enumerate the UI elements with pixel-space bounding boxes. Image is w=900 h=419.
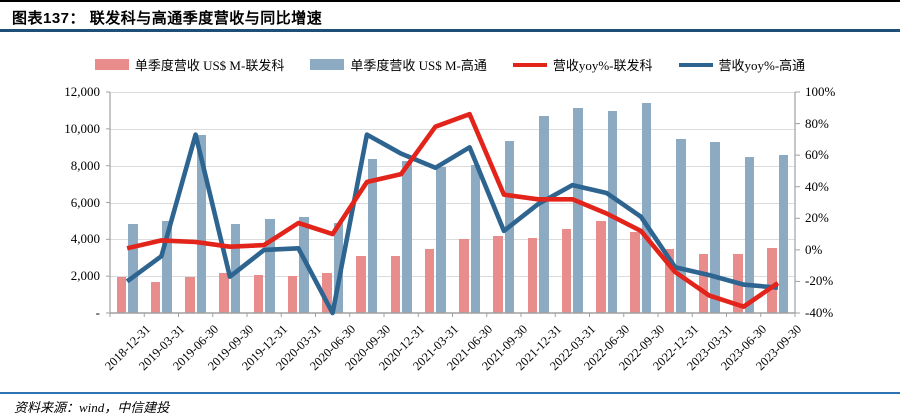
gridline [110, 165, 795, 167]
bar-qualcomm-2019-09-30 [230, 224, 241, 313]
bar-mediatek-2023-03-31 [698, 254, 709, 313]
plot-area [106, 91, 800, 317]
source-note: 资料来源：wind，中信建投 [14, 400, 170, 415]
bottom-rule [0, 392, 900, 394]
bar-mediatek-2021-06-30 [459, 239, 469, 313]
bar-qualcomm-2022-09-30 [641, 103, 652, 313]
y-right-tick-label: -20% [805, 273, 834, 289]
chart-title: 图表137： 联发科与高通季度营收与同比增速 [12, 10, 323, 27]
bar-qualcomm-2022-06-30 [607, 110, 618, 313]
bar-mediatek-2022-03-31 [561, 229, 572, 313]
bar-mediatek-2022-09-30 [630, 232, 640, 313]
legend-item-0: 单季度营收 US$ M-联发科 [94, 55, 285, 74]
title-underline [0, 29, 900, 32]
y-right-tick-label: 100% [805, 84, 836, 99]
y-left-tick-label: 10,000 [64, 120, 100, 136]
bar-qualcomm-2022-12-31 [676, 139, 686, 313]
bar-mediatek-2022-06-30 [596, 220, 606, 313]
bar-mediatek-2020-09-30 [356, 256, 366, 313]
bar-qualcomm-2019-06-30 [196, 135, 207, 313]
bar-mediatek-2021-12-31 [527, 237, 538, 313]
y-right-tick-label: 60% [805, 147, 829, 163]
bar-qualcomm-2018-12-31 [128, 223, 138, 313]
legend-label: 单季度营收 US$ M-联发科 [134, 58, 285, 73]
bar-qualcomm-2020-09-30 [367, 159, 378, 313]
bar-qualcomm-2022-03-31 [573, 107, 583, 313]
y-right-tick-label: 20% [805, 210, 829, 226]
bar-qualcomm-2023-09-30 [778, 154, 789, 313]
bar-qualcomm-2020-12-31 [402, 161, 412, 313]
bar-mediatek-2020-06-30 [322, 272, 332, 313]
gridline [110, 239, 795, 241]
gridline [110, 202, 795, 204]
chart-legend: 单季度营收 US$ M-联发科 单季度营收 US$ M-高通 营收yoy%-联发科 营… [0, 55, 900, 74]
bar-mediatek-2022-12-31 [664, 248, 675, 313]
legend-label: 单季度营收 US$ M-高通 [350, 58, 487, 73]
y-left-tick-label: 8,000 [70, 157, 100, 173]
bar-mediatek-2019-03-31 [150, 281, 161, 313]
legend-label: 营收yoy%-高通 [718, 58, 806, 73]
y-left-tick-label: - [95, 305, 100, 320]
legend-item-3: 营收yoy%-高通 [678, 55, 806, 74]
lines-layer [106, 91, 800, 317]
bar-mediatek-2021-09-30 [493, 236, 503, 313]
top-rule [0, 0, 900, 2]
gridline [110, 92, 795, 93]
bar-qualcomm-2020-06-30 [333, 222, 344, 313]
legend-label: 营收yoy%-联发科 [552, 58, 653, 73]
bar-mediatek-2018-12-31 [116, 277, 127, 313]
bar-mediatek-2019-12-31 [253, 274, 264, 313]
bar-qualcomm-2021-03-31 [436, 166, 446, 313]
gridline [110, 276, 795, 278]
legend-swatch-line [678, 62, 713, 67]
bar-qualcomm-2021-06-30 [470, 164, 481, 313]
bar-qualcomm-2023-06-30 [744, 157, 755, 313]
gridline [110, 128, 795, 130]
y-right-tick-label: 80% [805, 115, 829, 131]
y-left-tick-label: 4,000 [70, 231, 100, 247]
bar-qualcomm-2019-12-31 [265, 219, 275, 313]
bar-mediatek-2023-09-30 [767, 247, 777, 313]
y-right-tick-label: -40% [805, 305, 834, 320]
yoy-line-qualcomm [125, 132, 779, 316]
bar-mediatek-2020-12-31 [390, 255, 401, 313]
legend-item-1: 单季度营收 US$ M-高通 [310, 55, 487, 74]
legend-swatch-bar [94, 59, 129, 70]
y-left-tick-label: 12,000 [64, 84, 100, 99]
bar-mediatek-2019-06-30 [185, 277, 195, 313]
legend-item-2: 营收yoy%-联发科 [512, 55, 653, 74]
bar-qualcomm-2021-12-31 [539, 115, 549, 313]
y-left-tick-label: 2,000 [70, 268, 100, 284]
y-right-tick-label: 0% [805, 241, 823, 257]
y-right-tick-label: 40% [805, 178, 829, 194]
yoy-line-mediatek [126, 111, 780, 309]
bar-qualcomm-2019-03-31 [162, 221, 172, 313]
bar-qualcomm-2020-03-31 [299, 216, 309, 313]
legend-swatch-line [512, 62, 547, 67]
bar-mediatek-2019-09-30 [219, 273, 229, 313]
y-left-tick-label: 6,000 [70, 194, 100, 210]
legend-swatch-bar [310, 59, 345, 70]
bar-qualcomm-2023-03-31 [710, 141, 720, 313]
bar-mediatek-2021-03-31 [424, 248, 435, 313]
bar-mediatek-2020-03-31 [287, 275, 298, 313]
